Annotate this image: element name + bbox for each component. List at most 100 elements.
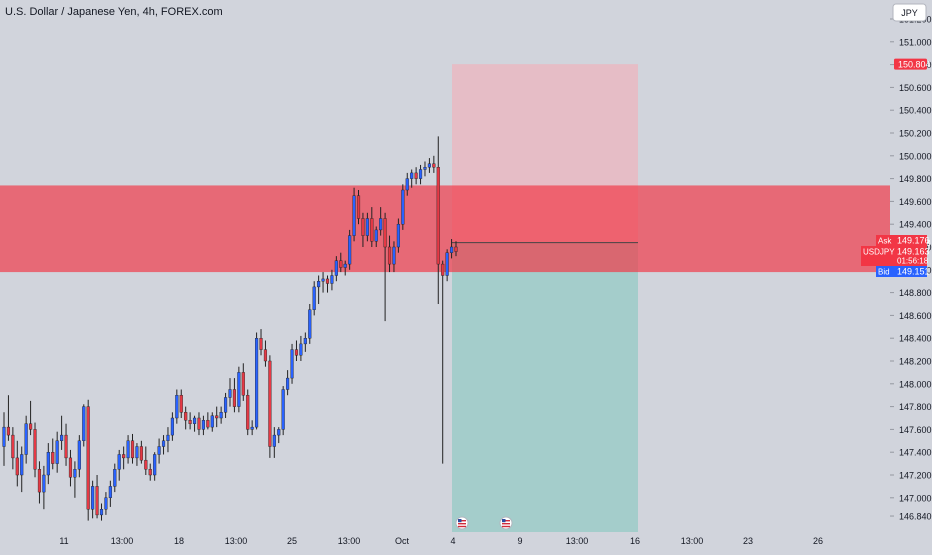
candle	[82, 404, 86, 447]
position-tool-layer[interactable]	[452, 64, 638, 532]
stop-area[interactable]	[452, 242, 638, 532]
candle	[55, 431, 59, 473]
candle	[6, 395, 11, 441]
candle-body-up	[91, 486, 95, 510]
candle	[192, 415, 197, 432]
candle	[432, 155, 436, 173]
candle	[418, 164, 423, 185]
candle	[60, 415, 64, 450]
candle-body-up	[108, 486, 112, 498]
candle	[184, 406, 188, 430]
bid-value: 149.151	[897, 267, 930, 277]
chart-title: U.S. Dollar / Japanese Yen, 4h, FOREX.co…	[5, 6, 223, 18]
time-axis[interactable]: 11 13:00 18 13:00 25 13:00 Oct 4 9 13:00 16 13:00 23…	[59, 536, 823, 546]
candle-body-up	[250, 426, 254, 430]
candle-body-down	[6, 426, 11, 436]
candle-body-down	[11, 434, 15, 459]
candle	[334, 256, 338, 282]
candle	[250, 420, 254, 436]
candle-body-up	[365, 218, 369, 236]
candle	[11, 427, 15, 470]
candle	[148, 463, 152, 481]
time-label: 25	[287, 536, 297, 546]
candle-body-down	[51, 452, 55, 464]
candle	[157, 438, 161, 464]
candle	[46, 443, 50, 485]
time-label: Oct	[395, 536, 410, 546]
price-tick-label: 146.840	[899, 512, 932, 522]
candle	[179, 389, 183, 418]
candle	[441, 260, 445, 464]
candle	[308, 304, 312, 344]
candle	[95, 475, 99, 519]
price-tick-label: 147.000	[899, 493, 932, 503]
candle	[122, 446, 126, 470]
candle	[401, 184, 405, 230]
candle-body-down	[37, 469, 42, 493]
currency-button[interactable]: JPY	[892, 3, 927, 22]
candle	[108, 480, 112, 507]
candle-body-up	[223, 397, 228, 413]
candle	[228, 378, 232, 407]
currency-button-label[interactable]: JPY	[901, 8, 918, 18]
currency-button-bg[interactable]	[892, 3, 927, 22]
candle	[312, 281, 316, 316]
candle-body-down	[130, 440, 135, 459]
price-tick-label: 150.000	[899, 151, 932, 161]
candle-body-up	[401, 189, 405, 225]
time-label: 13:00	[566, 536, 589, 546]
candle	[166, 427, 170, 453]
last-value: 149.163	[897, 247, 930, 257]
candle	[2, 412, 6, 466]
resistance-zone[interactable]	[0, 185, 890, 273]
price-tick-label: 149.600	[899, 197, 932, 207]
countdown: 01:56:18	[897, 257, 929, 266]
candle-body-down	[361, 218, 365, 236]
candle-body-down	[432, 163, 436, 168]
candle-body-up	[290, 349, 294, 379]
candle-body-down	[148, 469, 152, 476]
resistance-zone-layer[interactable]	[0, 185, 890, 273]
candle-body-down	[414, 172, 418, 179]
candle	[223, 392, 228, 418]
price-tick-label: 147.600	[899, 425, 932, 435]
candle	[286, 370, 290, 396]
candle	[126, 435, 130, 464]
candle	[24, 415, 28, 464]
candle-body-down	[122, 454, 126, 459]
candle-body-down	[263, 349, 268, 362]
candle	[73, 461, 77, 498]
candle	[339, 252, 343, 273]
candle	[383, 212, 387, 322]
candle	[356, 190, 361, 225]
candle-body-up	[135, 446, 139, 459]
candle	[449, 239, 454, 259]
candle-body-up	[312, 286, 316, 310]
candle-body-up	[210, 415, 214, 428]
price-tick-label: 148.400	[899, 334, 932, 344]
candle-body-up	[113, 469, 117, 487]
candle	[64, 423, 68, 466]
time-label: 13:00	[225, 536, 248, 546]
candle-body-up	[170, 417, 174, 436]
time-label: 23	[743, 536, 753, 546]
candle	[445, 249, 449, 282]
candle-body-up	[392, 246, 396, 265]
candle	[206, 412, 210, 430]
candle-body-down	[294, 349, 299, 356]
candle	[379, 207, 383, 236]
candle	[175, 389, 179, 424]
candle-body-up	[175, 395, 179, 419]
candle-body-down	[15, 457, 19, 476]
time-label: 16	[630, 536, 640, 546]
candle	[436, 136, 440, 304]
candle	[104, 492, 108, 515]
us-flag-icon	[499, 516, 513, 530]
candle-body-down	[95, 486, 99, 516]
candle-body-up	[104, 497, 108, 510]
target-price-tag: 150.804	[894, 58, 931, 70]
candle	[161, 435, 166, 455]
time-label: 18	[174, 536, 184, 546]
candle	[317, 275, 321, 304]
